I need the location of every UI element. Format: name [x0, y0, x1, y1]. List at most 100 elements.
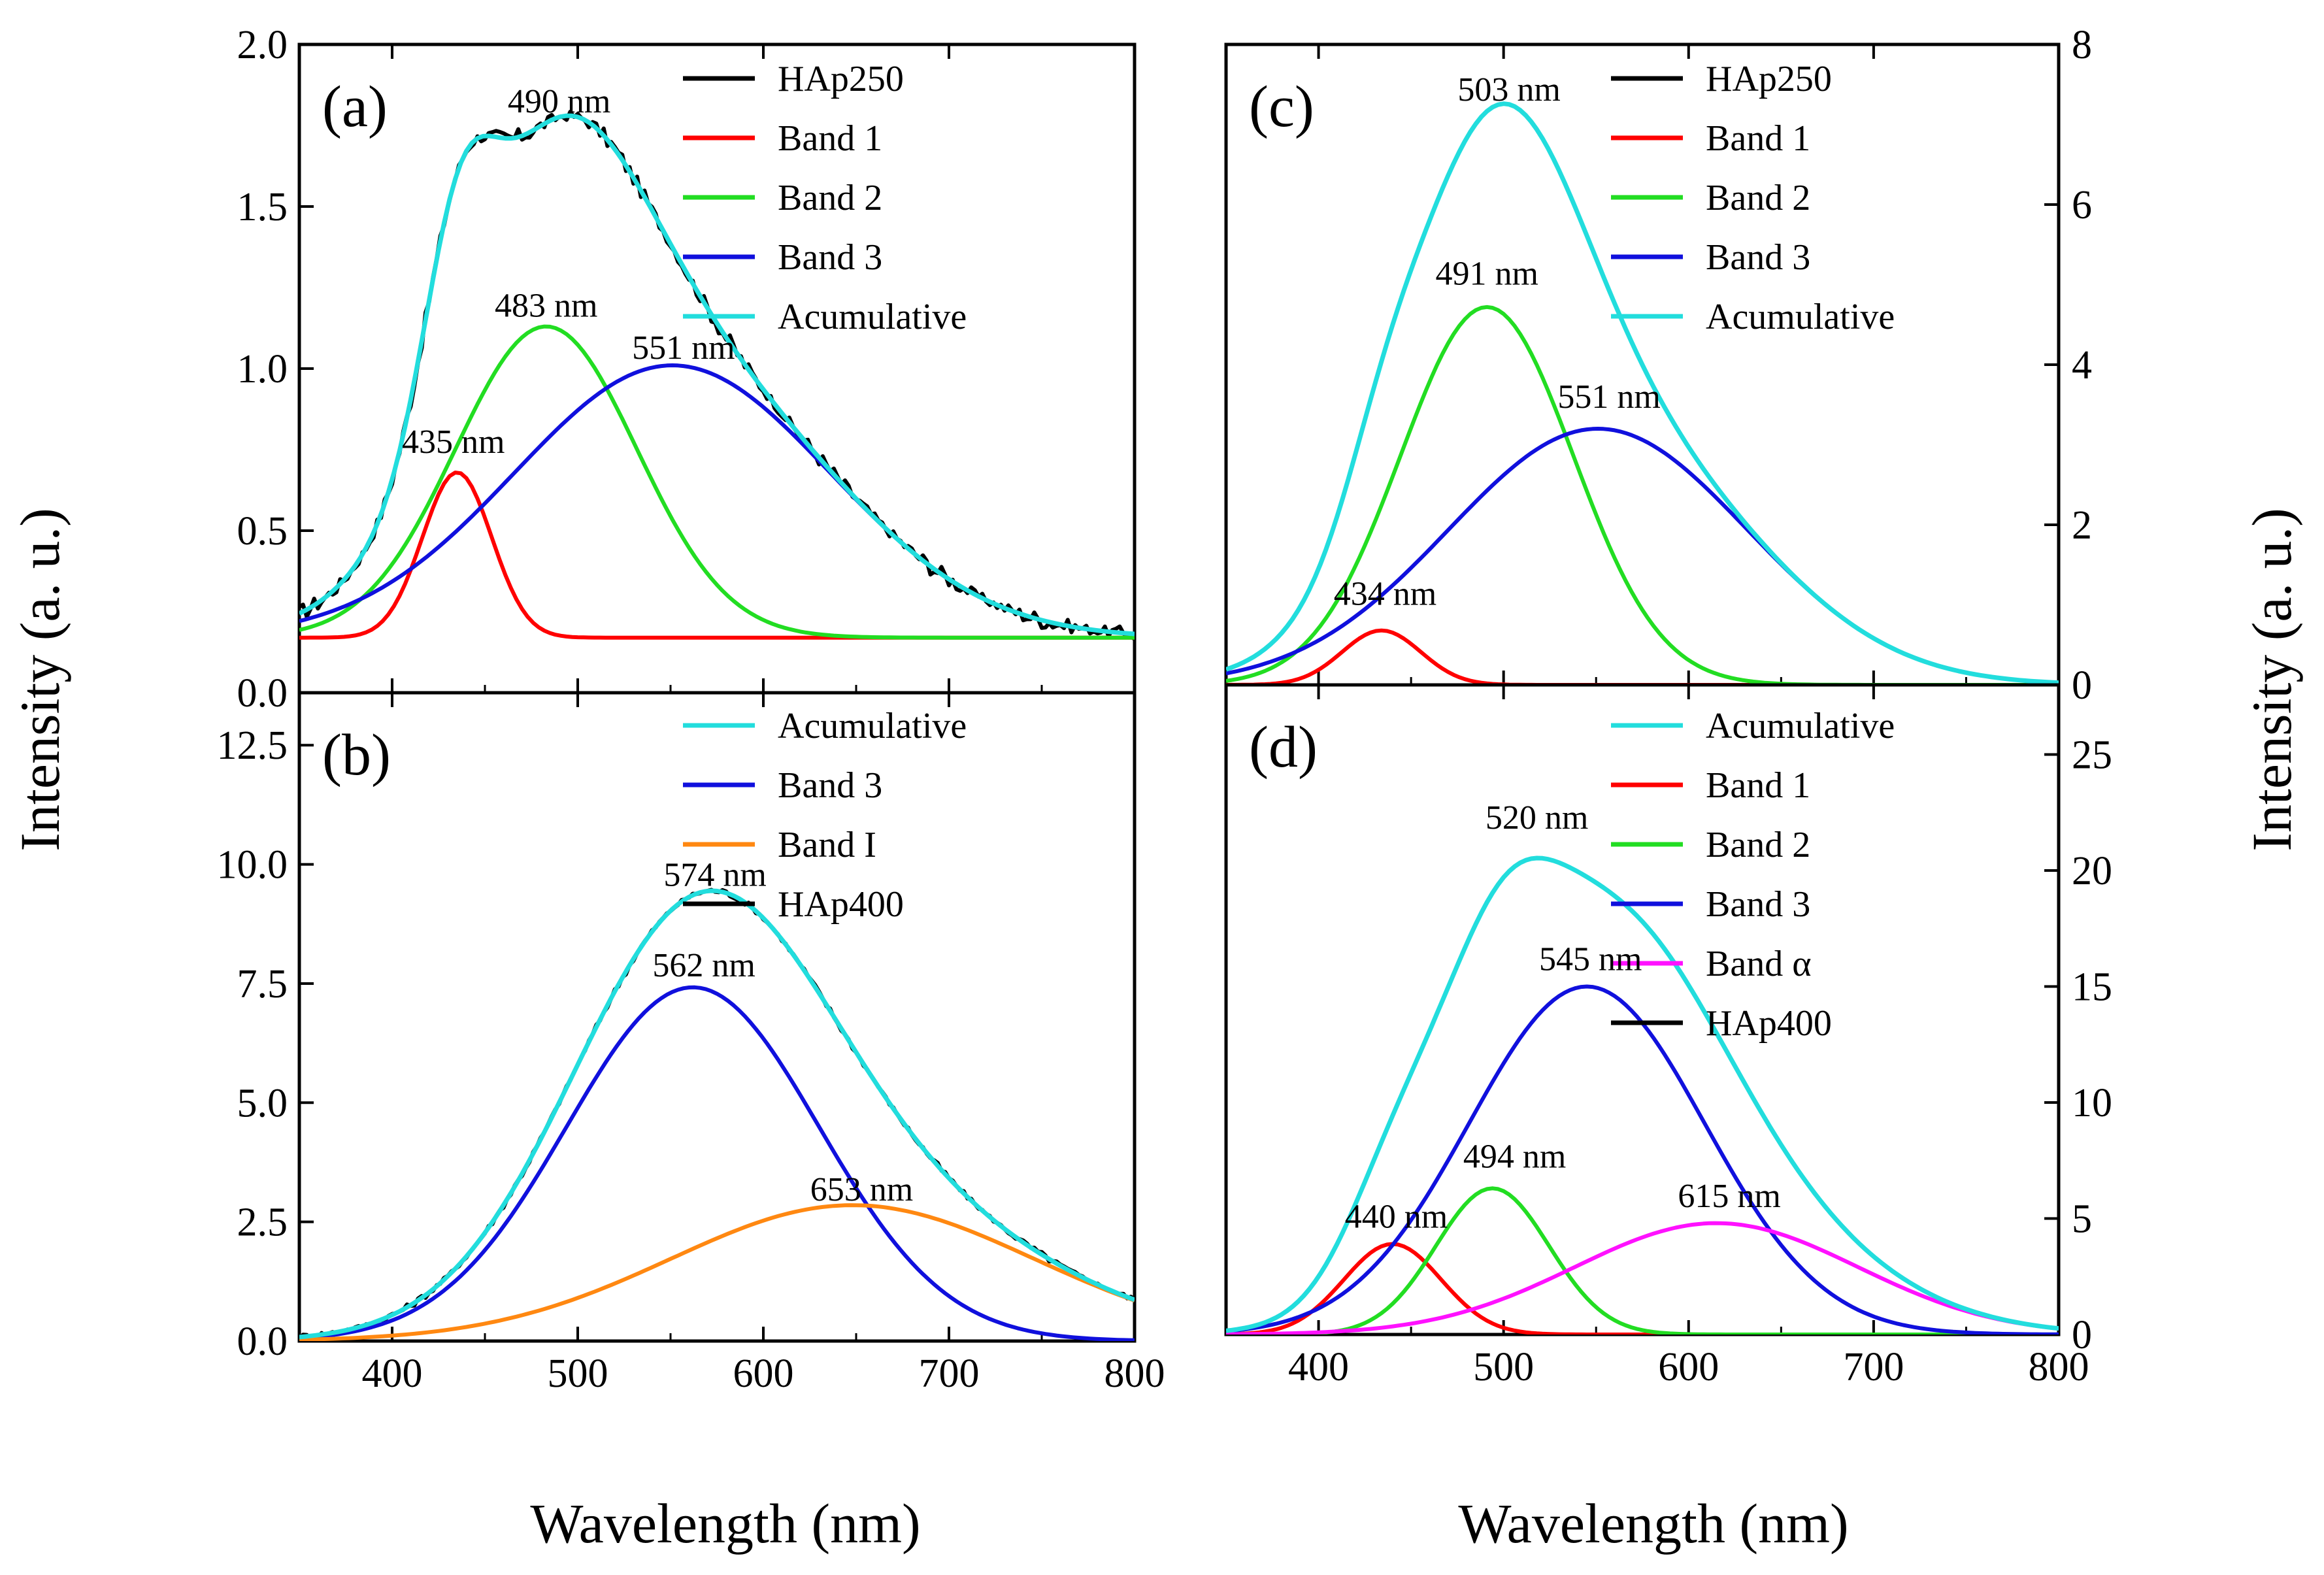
panel-c-ytick-label: 4	[2072, 343, 2092, 388]
panel-b-series-band-i-line	[299, 1203, 1135, 1341]
panel-b-series-band-3-line	[299, 985, 1135, 1341]
panel-d-ytick-label: 5	[2072, 1197, 2092, 1242]
panel-a-peak-annotation: 490 nm	[508, 83, 610, 120]
y-axis-title-left: Intensity (a. u.)	[8, 508, 71, 851]
panel-a-ytick-label: 0.0	[237, 671, 288, 716]
panel-d-peak-annotation: 494 nm	[1463, 1138, 1566, 1175]
panel-c-peak-annotation: 491 nm	[1435, 256, 1538, 293]
panel-c-ytick-label: 6	[2072, 183, 2092, 227]
panel-c-curves	[1226, 101, 2059, 685]
panel-b-legend-label: HAp400	[778, 884, 904, 925]
panel-a-peak-annotation: 483 nm	[495, 288, 597, 325]
x-axis-title-right: Wavelength (nm)	[1458, 1492, 1848, 1555]
panel-d-peak-annotation: 520 nm	[1486, 799, 1588, 837]
panel-b-legend-label: Band 3	[778, 765, 882, 806]
panel-c-ytick-label: 0	[2072, 663, 2092, 708]
panel-d-xtick-label: 800	[2029, 1345, 2089, 1389]
panel-d-series-band-2-line	[1226, 1186, 2059, 1335]
panel-a-series-band-2-line	[299, 324, 1135, 640]
panel-c-series-band-1-line	[1226, 628, 2059, 685]
panel-a-peak-annotation: 551 nm	[632, 329, 735, 367]
panel-b-xtick-label: 400	[362, 1351, 423, 1396]
panel-a-legend-label: HAp250	[778, 59, 904, 99]
panel-b-ytick-label: 2.5	[237, 1201, 288, 1245]
y-axis-title-right: Intensity (a. u.)	[2240, 508, 2303, 851]
panels: 0.0 0.5 1.0 1.5 2.0 (a) HAp250 Band 1 Band 2 Band…	[217, 23, 2113, 1396]
panel-d-ytick-label: 20	[2072, 849, 2112, 893]
panel-a-series-band-3-line	[299, 363, 1135, 636]
panel-b-label: (b)	[322, 723, 391, 788]
panel-a-ytick-label: 0.5	[237, 509, 288, 554]
panel-b-curves	[299, 887, 1135, 1341]
panel-d-ytick-label: 25	[2072, 733, 2112, 778]
panel-a: 0.0 0.5 1.0 1.5 2.0 (a) HAp250 Band 1 Band 2 Band…	[237, 23, 1137, 716]
panel-c-series-band-2-line	[1226, 305, 2059, 685]
panel-c-ytick-label: 8	[2072, 23, 2092, 67]
panel-a-legend-label: Band 2	[778, 178, 882, 218]
panel-d-legend-label: Band 2	[1706, 825, 1810, 865]
panel-c: 0 2 4 6 8 (c) HAp250 Band 1 Band 2 Band 3 Acumulat…	[1224, 23, 2092, 708]
panel-b-ytick-label: 0.0	[237, 1319, 288, 1364]
panel-d-peak-annotation: 545 nm	[1539, 941, 1642, 978]
panel-d-legend-label: Band 3	[1706, 884, 1810, 925]
panel-d-legend-label: Acumulative	[1706, 706, 1895, 746]
panel-d-ytick-label: 0	[2072, 1313, 2092, 1357]
panel-d-xtick-label: 600	[1658, 1345, 1719, 1389]
panel-c-peak-annotation: 503 nm	[1457, 71, 1560, 108]
panel-d-ytick-label: 10	[2072, 1081, 2112, 1125]
panel-b-frame	[297, 691, 1137, 1343]
panel-d-legend-label: Band 1	[1706, 765, 1810, 806]
panel-c-legend-label: Acumulative	[1706, 297, 1895, 337]
x-axis-title-left: Wavelength (nm)	[530, 1492, 920, 1555]
panel-b-ytick-label: 10.0	[217, 843, 288, 887]
panel-d-ytick-label: 15	[2072, 965, 2112, 1010]
panel-c-peak-annotation: 434 nm	[1334, 576, 1436, 613]
panel-b-legend-label: Band I	[778, 825, 876, 865]
panel-d-xtick-label: 400	[1288, 1345, 1349, 1389]
panel-d-series-band-1-line	[1226, 1242, 2059, 1335]
panel-a-ytick-label: 1.5	[237, 185, 288, 229]
panel-a-curves	[299, 109, 1135, 641]
panel-b-ytick-label: 7.5	[237, 962, 288, 1006]
panel-d-label: (d)	[1249, 715, 1318, 780]
panel-c-peak-annotation: 551 nm	[1557, 378, 1660, 416]
panel-d-peak-annotation: 615 nm	[1678, 1178, 1780, 1215]
panel-b-xtick-label: 700	[919, 1351, 980, 1396]
panel-a-ytick-label: 1.0	[237, 347, 288, 391]
panel-b-xtick-label: 600	[733, 1351, 794, 1396]
panel-a-label: (a)	[322, 75, 388, 139]
panel-d-series-acumulative-line	[1226, 855, 2059, 1333]
panel-d-xtick-label: 700	[1843, 1345, 1904, 1389]
panel-b-peak-annotation: 562 nm	[652, 947, 755, 984]
panel-c-legend-label: Band 2	[1706, 178, 1810, 218]
panel-b-xtick-label: 500	[548, 1351, 608, 1396]
panel-b: 400 500 600 700 800 0.0 2.5 5.0 7.5 10.0 12.5 (b) Ac…	[217, 691, 1165, 1396]
panel-c-series-acumulative-line	[1226, 101, 2059, 685]
panel-b-ytick-label: 5.0	[237, 1081, 288, 1125]
panel-c-legend-label: Band 3	[1706, 237, 1810, 278]
panel-c-legend-label: Band 1	[1706, 118, 1810, 159]
panel-a-peak-annotation: 435 nm	[402, 423, 505, 461]
panel-a-ytick-label: 2.0	[237, 23, 288, 67]
panel-b-legend-label: Acumulative	[778, 706, 967, 746]
panel-a-frame	[297, 42, 1137, 695]
panel-d-legend-label: Band α	[1706, 944, 1812, 984]
panel-d-peak-annotation: 440 nm	[1345, 1199, 1448, 1236]
panel-d-series-hap400-line	[1226, 856, 2059, 1333]
panel-b-ytick-label: 12.5	[217, 723, 288, 768]
panel-a-legend-label: Band 3	[778, 237, 882, 278]
panel-c-label: (c)	[1249, 75, 1314, 139]
panel-c-ytick-label: 2	[2072, 503, 2092, 548]
panel-d-xtick-label: 500	[1473, 1345, 1534, 1389]
panel-b-series-acumulative-line	[299, 888, 1135, 1340]
panel-a-series-acumulative-line	[299, 113, 1135, 637]
panel-a-legend-label: Band 1	[778, 118, 882, 159]
panel-b-peak-annotation: 574 nm	[663, 856, 766, 893]
panel-d-curves	[1226, 855, 2059, 1335]
panel-c-legend-label: HAp250	[1706, 59, 1832, 99]
panel-d-series-band--line	[1226, 1221, 2059, 1335]
panel-d-legend-label: HAp400	[1706, 1003, 1832, 1044]
panel-b-peak-annotation: 653 nm	[810, 1171, 913, 1208]
